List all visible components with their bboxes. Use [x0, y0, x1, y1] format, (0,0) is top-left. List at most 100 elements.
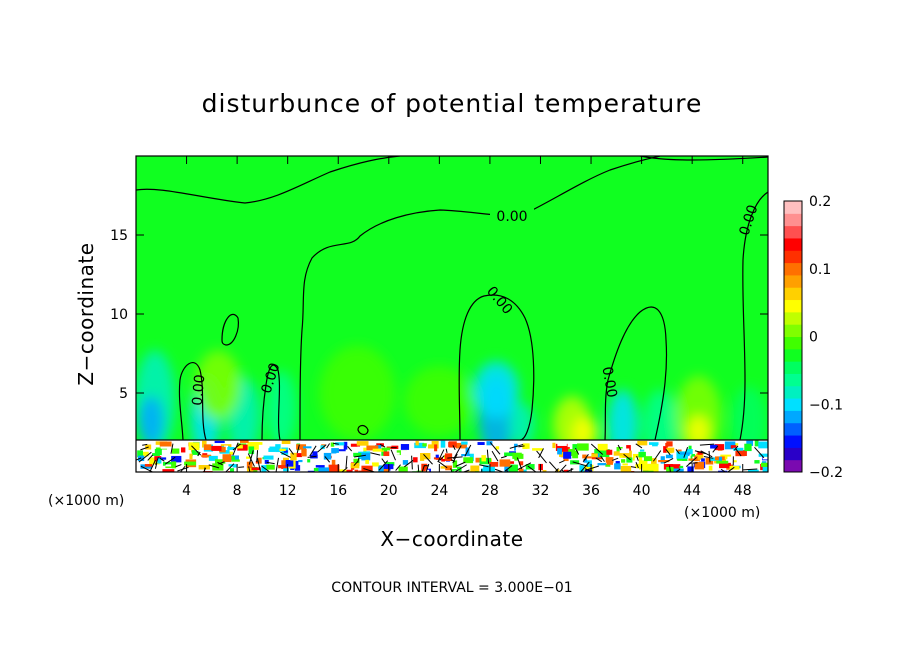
- contour-label-left-group: 0.00: [190, 374, 209, 406]
- surface-cell: [236, 445, 243, 449]
- surface-cell: [714, 444, 725, 451]
- surface-contour: [491, 450, 499, 462]
- surface-cell: [508, 464, 518, 472]
- colorbar-tick-label: 0.2: [809, 194, 831, 210]
- surface-cell: [649, 442, 659, 445]
- colorbar-swatch: [784, 250, 802, 264]
- surface-cell: [605, 444, 612, 452]
- surface-cell: [191, 450, 199, 457]
- x-axis-ticks: 4 8 12 16 20 24 28 32 36 40 44 48: [182, 156, 752, 499]
- surface-cell: [434, 444, 438, 452]
- surface-cell: [315, 440, 323, 447]
- surface-contour: [417, 464, 420, 472]
- surface-cell: [572, 450, 579, 459]
- colorbar-swatch: [784, 435, 802, 448]
- surface-cell: [663, 446, 668, 453]
- surface-cell: [727, 456, 736, 464]
- surface-cell: [687, 466, 694, 472]
- surface-contour: [675, 449, 680, 455]
- contour-line-column-40: [604, 306, 668, 441]
- surface-contour: [341, 467, 348, 472]
- surface-cell: [481, 455, 486, 462]
- contour-line-top-left: [136, 156, 401, 204]
- surface-cell: [219, 446, 226, 453]
- surface-cell: [229, 456, 236, 460]
- contour-line-top-right: [639, 156, 768, 161]
- surface-contour: [585, 465, 600, 471]
- colorbar-swatch: [784, 348, 802, 362]
- surface-cell: [642, 470, 654, 472]
- surface-cell: [563, 457, 569, 462]
- surface-cell: [251, 467, 261, 471]
- surface-cell: [385, 466, 391, 471]
- surface-cell: [651, 458, 657, 466]
- surface-cell: [319, 459, 328, 465]
- surface-cell: [762, 466, 768, 472]
- surface-cell: [444, 453, 453, 462]
- surface-cell: [515, 447, 523, 454]
- surface-cell: [720, 454, 732, 460]
- surface-contour: [635, 462, 639, 469]
- surface-contour: [381, 458, 386, 464]
- surface-contour: [453, 445, 462, 460]
- field-anomaly: [508, 402, 535, 447]
- contour-line-right-edge: [739, 191, 768, 441]
- surface-cell: [246, 461, 253, 469]
- colorbar-ticks: 0.2 0.1 0 −0.1 −0.2: [809, 194, 843, 481]
- surface-cell: [350, 463, 360, 469]
- surface-cell: [228, 450, 233, 455]
- surface-contour: [595, 457, 603, 463]
- surface-cell: [298, 459, 303, 463]
- surface-cell: [733, 447, 744, 451]
- surface-cell: [365, 459, 370, 464]
- surface-contour: [699, 443, 715, 446]
- colorbar-swatch: [784, 447, 802, 461]
- surface-contour: [694, 450, 706, 455]
- surface-contour: [256, 450, 259, 462]
- surface-cell: [563, 451, 572, 459]
- surface-contour: [527, 465, 537, 472]
- surface-cell: [380, 469, 390, 472]
- surface-cell: [171, 455, 182, 463]
- surface-contour: [266, 461, 275, 465]
- surface-cell: [307, 471, 312, 472]
- surface-cell: [626, 457, 633, 463]
- surface-cell: [514, 443, 518, 451]
- surface-cell: [435, 454, 439, 458]
- surface-cell: [733, 460, 737, 463]
- surface-cell: [622, 463, 628, 466]
- contour-line-small-loop: [221, 313, 239, 346]
- surface-cell: [537, 446, 550, 450]
- surface-cell: [579, 465, 585, 472]
- surface-cell: [381, 447, 391, 451]
- x-tick-label: 12: [279, 483, 297, 499]
- surface-cell: [328, 464, 340, 472]
- surface-cell: [263, 455, 274, 460]
- surface-cell: [522, 443, 530, 449]
- surface-cell: [586, 460, 592, 467]
- contour-line-tiny-loop: [357, 424, 369, 436]
- contour-line-column-28: [458, 294, 535, 441]
- surface-contour: [630, 466, 637, 469]
- surface-cell: [220, 463, 229, 472]
- surface-cell: [231, 459, 240, 462]
- surface-cell: [441, 458, 446, 462]
- surface-cell: [264, 459, 269, 464]
- contour-label-bg-1: [490, 208, 534, 224]
- x-unit-left: (×1000 m): [48, 493, 124, 509]
- surface-cell: [354, 469, 359, 472]
- surface-cell: [686, 449, 693, 455]
- surface-cell: [542, 470, 547, 472]
- surface-cell: [313, 467, 322, 472]
- surface-cell: [171, 461, 177, 469]
- surface-contour: [600, 455, 605, 462]
- surface-cell: [730, 445, 737, 449]
- surface-cell: [729, 466, 740, 470]
- surface-contour: [445, 448, 448, 453]
- surface-cell: [691, 453, 696, 457]
- surface-cell: [400, 450, 410, 456]
- surface-contour: [307, 455, 317, 458]
- surface-cell: [705, 457, 714, 465]
- x-unit-right: (×1000 m): [684, 505, 760, 521]
- surface-cell: [203, 444, 212, 451]
